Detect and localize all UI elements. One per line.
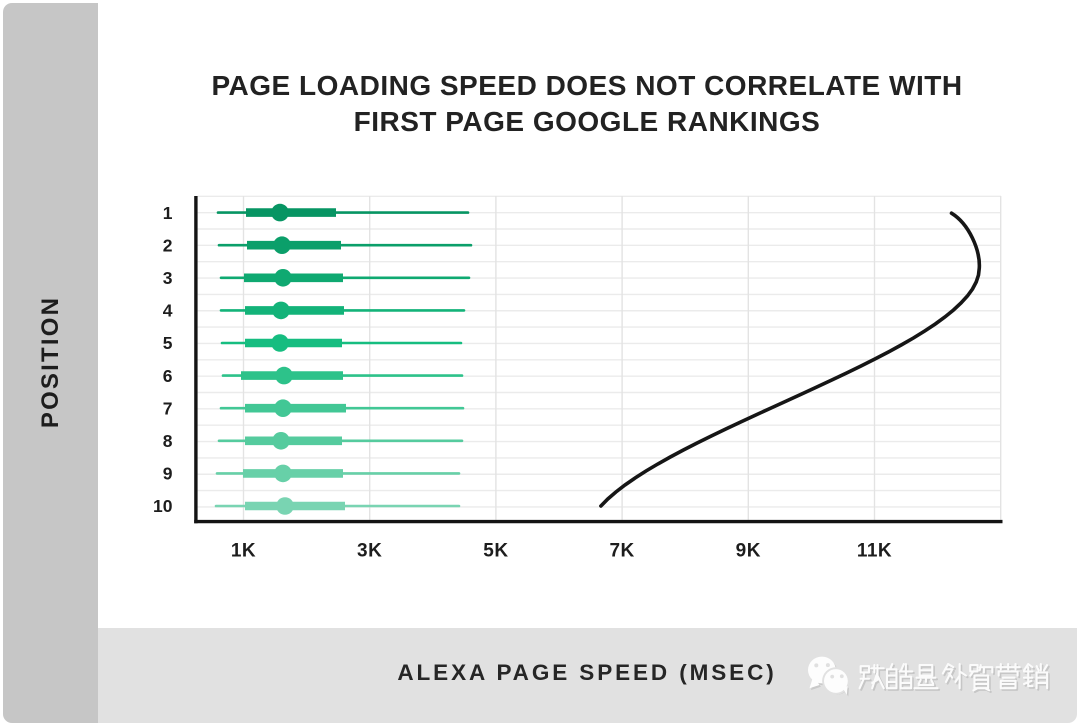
svg-text:1: 1: [163, 203, 173, 223]
svg-text:7K: 7K: [609, 541, 634, 562]
svg-text:1K: 1K: [231, 541, 256, 562]
svg-text:4: 4: [163, 301, 173, 321]
svg-text:2: 2: [163, 235, 173, 255]
svg-text:9K: 9K: [736, 541, 761, 562]
svg-text:3K: 3K: [357, 541, 382, 562]
svg-text:7: 7: [163, 398, 173, 418]
svg-text:9: 9: [163, 464, 173, 484]
svg-text:10: 10: [153, 496, 173, 516]
svg-text:3: 3: [163, 268, 173, 288]
svg-text:6: 6: [163, 366, 173, 386]
svg-text:8: 8: [163, 431, 173, 451]
svg-text:5K: 5K: [483, 541, 508, 562]
svg-text:11K: 11K: [857, 541, 892, 562]
svg-text:5: 5: [163, 333, 173, 353]
